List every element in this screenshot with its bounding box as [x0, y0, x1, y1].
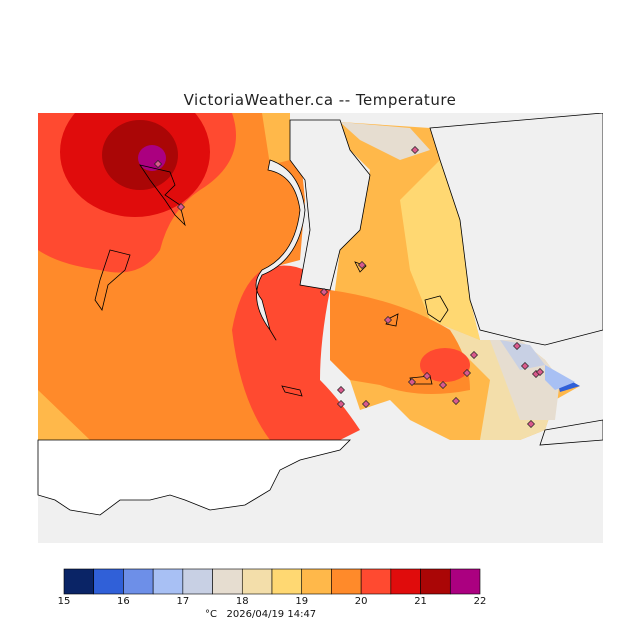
legend-tick-label: 19: [295, 596, 309, 607]
weather-station-marker[interactable]: [358, 261, 366, 269]
legend-swatch: [241, 568, 273, 595]
legend-tick-label: 21: [414, 596, 427, 607]
legend-swatch: [360, 568, 392, 595]
weather-station-marker[interactable]: [423, 372, 431, 380]
legend-swatch: [93, 568, 124, 595]
timestamp: 2026/04/19 14:47: [226, 609, 317, 620]
legend-swatch: [63, 568, 95, 595]
legend-swatch: [182, 568, 213, 595]
legend-swatch: [301, 568, 332, 595]
legend-unit: °C: [205, 609, 217, 620]
weather-station-marker[interactable]: [411, 146, 419, 154]
legend-swatch: [420, 568, 451, 595]
legend-swatch: [271, 568, 303, 595]
weather-station-marker[interactable]: [408, 378, 416, 386]
weather-station-marker[interactable]: [439, 381, 447, 389]
weather-station-marker[interactable]: [337, 400, 345, 408]
legend-tick-label: 20: [354, 596, 368, 607]
map-title: VictoriaWeather.ca -- Temperature: [183, 91, 457, 109]
no-data-land: [37, 439, 351, 516]
legend-swatch: [123, 568, 154, 595]
legend-swatch: [152, 568, 184, 595]
weather-station-marker[interactable]: [527, 420, 535, 428]
weather-station-marker[interactable]: [337, 386, 345, 394]
legend-swatch: [449, 568, 481, 595]
water-bodies: [255, 113, 603, 446]
weather-station-marker[interactable]: [452, 397, 460, 405]
weather-station-marker[interactable]: [320, 288, 328, 296]
weather-station-marker[interactable]: [177, 203, 185, 211]
weather-station-marker[interactable]: [470, 351, 478, 359]
legend-tick-label: 22: [473, 596, 487, 607]
legend-tick-label: 17: [176, 596, 190, 607]
weather-station-marker[interactable]: [362, 400, 370, 408]
legend-tick-label: 16: [117, 596, 130, 607]
weather-station-marker[interactable]: [154, 160, 162, 168]
weather-station-marker[interactable]: [384, 316, 392, 324]
weather-station-marker[interactable]: [521, 362, 529, 370]
legend-caption: °C 2026/04/19 14:47: [205, 609, 316, 620]
weather-station-marker[interactable]: [513, 342, 521, 350]
legend-swatch: [212, 568, 243, 595]
legend-tick-label: 18: [235, 596, 249, 607]
weather-station-marker[interactable]: [536, 368, 544, 376]
legend-tick-label: 15: [57, 596, 71, 607]
legend-swatch: [331, 568, 362, 595]
weather-station-marker[interactable]: [463, 369, 471, 377]
station-markers[interactable]: [154, 146, 544, 428]
legend-swatch: [390, 568, 421, 595]
